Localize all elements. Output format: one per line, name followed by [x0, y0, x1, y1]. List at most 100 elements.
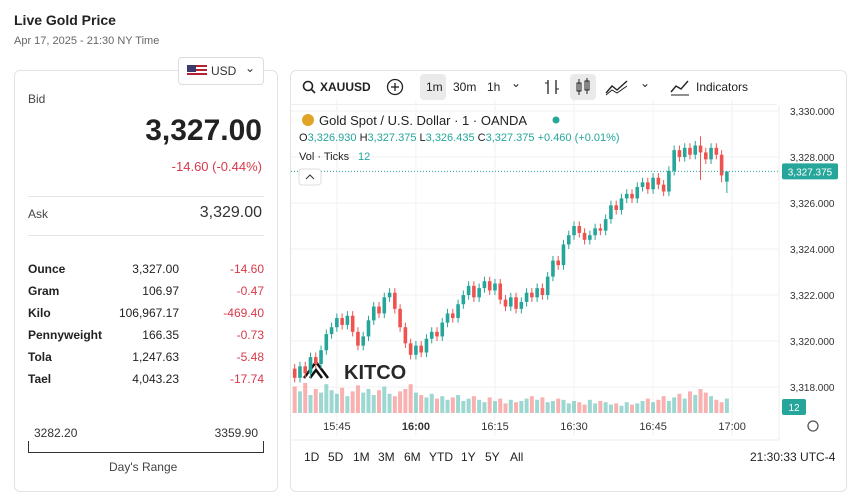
toolbar-divider [290, 104, 777, 105]
range-label: Day's Range [109, 460, 178, 474]
unit-name: Ounce [28, 262, 66, 276]
ohlc-value: 3,327.375 [368, 132, 417, 144]
candle-body [482, 281, 487, 289]
bars-icon[interactable] [542, 77, 562, 97]
candle-body [714, 147, 719, 155]
chevron[interactable]: ⌄ [511, 76, 522, 90]
candle-body [382, 297, 387, 314]
volume-bar [651, 402, 656, 413]
volume-bar [635, 403, 640, 413]
area-icon[interactable] [605, 78, 629, 96]
unit-change: -0.73 [236, 328, 264, 342]
candle-body [530, 292, 534, 298]
candle-body [556, 260, 561, 266]
candle-body [588, 235, 592, 240]
currency-select[interactable]: USD ⌄ [178, 57, 264, 85]
candle-body [693, 145, 698, 155]
interval[interactable]: 1m [426, 80, 443, 94]
volume-bar [514, 402, 519, 413]
volume-bar [350, 391, 355, 413]
candle-body [535, 288, 539, 298]
chart-type-active[interactable] [570, 74, 596, 100]
volume-bar [724, 398, 729, 413]
volume-bar [361, 392, 366, 413]
candle-body [540, 288, 545, 296]
volume-bar [308, 395, 313, 413]
clock: 21:30:33 UTC-4 [750, 450, 836, 464]
candle-body [414, 345, 418, 355]
volume-bar [598, 401, 603, 413]
range-button[interactable]: 5D [328, 450, 344, 464]
divider [28, 196, 264, 197]
y-tick-label: 3,330.000 [790, 107, 835, 118]
volume-bar [345, 396, 350, 413]
candle-body [577, 226, 582, 233]
candle-icon [576, 78, 590, 95]
volume-bar [619, 405, 624, 413]
settings-icon [807, 420, 819, 432]
volume-bar [572, 401, 577, 413]
volume-bar [672, 397, 677, 413]
live-dot [552, 116, 560, 124]
y-tick-label: 3,322.000 [790, 291, 835, 302]
compare-icon[interactable] [386, 78, 404, 96]
interval[interactable]: 1h [487, 80, 501, 94]
indicators-button[interactable]: Indicators [696, 80, 749, 94]
search-icon[interactable] [302, 80, 316, 94]
candlestick-chart: 3,318.000 3,320.000 3,322.000 3,324.000 3,32… [290, 100, 838, 441]
candle-body [672, 150, 676, 171]
volume-bar [645, 398, 650, 413]
unit-price: 4,043.23 [132, 372, 179, 386]
y-tick-label: 3,318.000 [790, 383, 835, 394]
volume-bar [577, 402, 582, 413]
volume-bar [492, 401, 497, 413]
x-tick-label: 16:45 [639, 421, 667, 433]
volume-bar [403, 389, 408, 413]
timestamp: Apr 17, 2025 - 21:30 NY Time [14, 35, 160, 47]
ohlc-change: +0.460 (+0.01%) [538, 132, 620, 144]
volume-bar [340, 387, 345, 413]
range-high: 3359.90 [214, 426, 258, 440]
candle-body [340, 318, 344, 325]
range-button[interactable]: 1M [353, 450, 370, 464]
volume-bar [292, 386, 297, 413]
x-tick-label: 16:15 [481, 421, 509, 433]
volume-bar [677, 393, 682, 413]
range-button[interactable]: 3M [378, 450, 395, 464]
candle-body [566, 235, 571, 245]
range-button[interactable]: 1D [304, 450, 320, 464]
y-tick-label: 3,328.000 [790, 153, 835, 164]
volume-bar [566, 403, 571, 413]
ohlc-key: O [299, 132, 308, 144]
volume-bar [424, 397, 429, 413]
chevron[interactable]: ⌄ [640, 76, 651, 90]
range-button[interactable]: 5Y [485, 450, 500, 464]
indicators-icon[interactable] [670, 78, 690, 96]
volume-bar [661, 396, 666, 413]
table-row: Pennyweight 166.35 -0.73 [28, 328, 264, 350]
symbol-logo [302, 114, 314, 126]
volume-bar [698, 389, 703, 413]
candle-body [719, 154, 724, 176]
candle-body [651, 177, 655, 190]
interval[interactable]: 30m [453, 80, 477, 94]
candle-body [603, 219, 608, 231]
candle-body [466, 285, 471, 296]
range-button[interactable]: YTD [429, 450, 453, 464]
range-button[interactable]: 1Y [461, 450, 476, 464]
volume-bar [319, 392, 324, 413]
volume-bar [608, 404, 613, 413]
unit-price: 1,247.63 [132, 350, 179, 364]
candle-body [477, 288, 481, 298]
range-button[interactable]: All [510, 450, 524, 464]
volume-bar [355, 385, 360, 413]
symbol[interactable]: XAUUSD [320, 80, 371, 94]
x-tick-label: 16:30 [560, 421, 588, 433]
candle-body [709, 147, 713, 160]
range-button[interactable]: 6M [404, 450, 421, 464]
volume-bar [529, 396, 534, 413]
collapse-arrow [305, 174, 315, 180]
volume-bar [614, 403, 619, 413]
candle-body [630, 193, 634, 199]
ask-label: Ask [28, 207, 49, 221]
